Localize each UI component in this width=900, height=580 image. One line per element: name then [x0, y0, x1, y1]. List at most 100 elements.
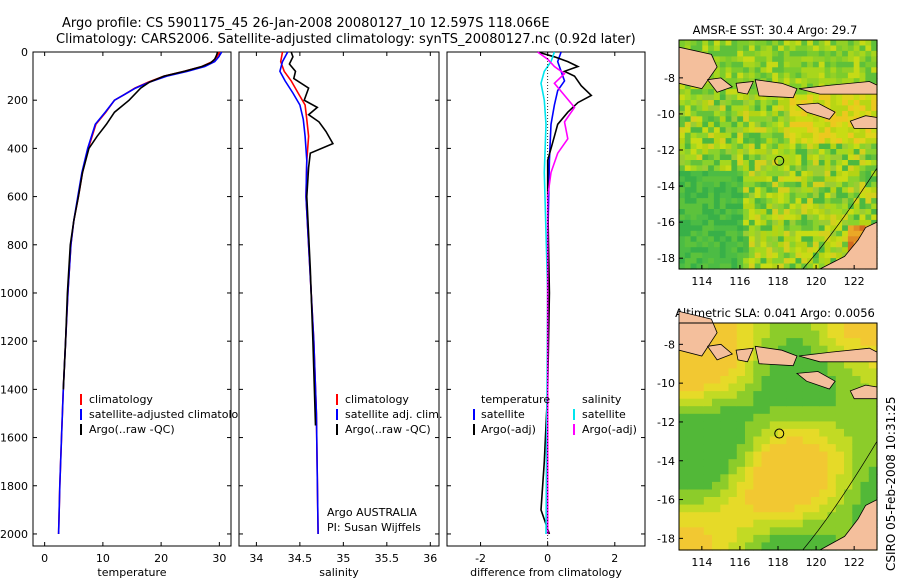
sst-field-cell — [690, 187, 697, 194]
sla-field-cell — [860, 497, 870, 506]
sst-field-cell — [754, 198, 762, 205]
sst-field-cell — [748, 121, 756, 128]
sla-field-cell — [769, 512, 779, 521]
sla-field-cell — [703, 368, 713, 377]
sst-field-cell — [853, 198, 861, 205]
sst-field-cell — [818, 230, 826, 237]
sst-field-cell — [737, 94, 744, 101]
sla-field-cell — [860, 376, 870, 385]
sla-field-cell — [769, 459, 779, 468]
sst-field-cell — [713, 149, 721, 156]
sla-field-cell — [860, 398, 870, 407]
sst-field-cell — [847, 214, 855, 221]
sst-field-cell — [830, 50, 837, 57]
sst-field-cell — [737, 143, 744, 150]
sst-field-cell — [836, 138, 843, 145]
sla-field-cell — [811, 481, 820, 491]
sla-field-cell — [687, 428, 697, 438]
sst-field-cell — [865, 45, 872, 52]
sla-field-cell — [852, 330, 862, 339]
sla-field-cell — [728, 444, 738, 453]
sst-field-cell — [795, 78, 802, 85]
sst-field-cell — [853, 127, 861, 134]
sla-field-cell — [728, 345, 738, 354]
sst-field-cell — [713, 61, 721, 68]
sst-field-cell — [783, 121, 791, 128]
sst-field-cell — [725, 225, 732, 232]
sst-field-cell — [871, 56, 878, 63]
sla-field-cell — [819, 504, 829, 513]
sla-field-cell — [712, 489, 721, 498]
sla-field-cell — [819, 428, 829, 438]
sla-field-cell — [844, 338, 853, 347]
sst-field-cell — [719, 160, 727, 167]
sla-field-cell — [695, 542, 705, 551]
sst-field-cell — [853, 138, 861, 145]
sla-field-cell — [786, 391, 796, 400]
sst-field-cell — [818, 78, 826, 85]
sla-field-cell — [745, 459, 754, 468]
sst-field-cell — [836, 241, 843, 248]
sst-field-cell — [690, 230, 697, 237]
sst-field-cell — [772, 45, 779, 52]
sla-field-cell — [778, 527, 787, 536]
sla-field-cell — [695, 383, 705, 392]
sst-field-cell — [859, 181, 866, 188]
sst-field-cell — [772, 209, 779, 216]
sst-field-cell — [812, 138, 820, 145]
sla-field-cell — [852, 436, 862, 445]
sst-field-cell — [783, 100, 791, 107]
sla-field-cell — [811, 504, 820, 513]
sla-field-cell — [778, 481, 787, 491]
sla-field-cell — [679, 542, 688, 551]
sla-field-cell — [695, 466, 705, 475]
sst-field-cell — [713, 50, 721, 57]
sla-field-cell — [720, 428, 730, 438]
sst-field-cell — [702, 247, 709, 254]
sst-field-cell — [719, 181, 727, 188]
sst-field-cell — [731, 40, 738, 47]
sst-field-cell — [871, 78, 878, 85]
sla-field-cell — [728, 512, 738, 521]
sla-field-cell — [736, 398, 746, 407]
sla-field-cell — [827, 481, 837, 491]
sst-field-cell — [696, 192, 703, 199]
sst-field-cell — [731, 61, 738, 68]
sst-field-cell — [789, 176, 796, 183]
sla-field-cell — [835, 368, 845, 377]
sst-field-cell — [789, 72, 796, 79]
sla-field-cell — [786, 444, 796, 453]
sst-field-cell — [812, 258, 820, 265]
sst-field-cell — [748, 40, 756, 47]
sst-field-cell — [702, 214, 709, 221]
sla-xtick-label: 122 — [844, 556, 865, 569]
sla-field-cell — [778, 376, 787, 385]
sla-field-cell — [852, 398, 862, 407]
sla-field-cell — [679, 368, 688, 377]
sst-field-cell — [795, 203, 802, 210]
sst-field-cell — [748, 181, 756, 188]
sst-field-cell — [708, 209, 715, 216]
sla-field-cell — [852, 451, 862, 460]
sst-field-cell — [713, 214, 721, 221]
sst-field-cell — [690, 45, 697, 52]
sla-field-cell — [778, 534, 787, 544]
sst-field-cell — [690, 252, 697, 259]
sla-field-cell — [786, 383, 796, 392]
sst-field-cell — [772, 127, 779, 134]
sst-field-cell — [696, 110, 703, 117]
sst-field-cell — [842, 132, 849, 139]
sst-field-cell — [830, 94, 837, 101]
sst-field-cell — [795, 89, 802, 96]
sst-field-cell — [708, 203, 715, 210]
sst-field-cell — [684, 176, 692, 183]
sla-field-cell — [695, 413, 705, 422]
sst-field-cell — [772, 40, 779, 47]
sla-field-cell — [736, 421, 746, 430]
sst-ytick-label: -12 — [657, 144, 675, 157]
sst-field-cell — [684, 138, 692, 145]
sla-field-cell — [786, 376, 796, 385]
sla-field-cell — [712, 360, 721, 369]
sst-field-cell — [684, 94, 692, 101]
